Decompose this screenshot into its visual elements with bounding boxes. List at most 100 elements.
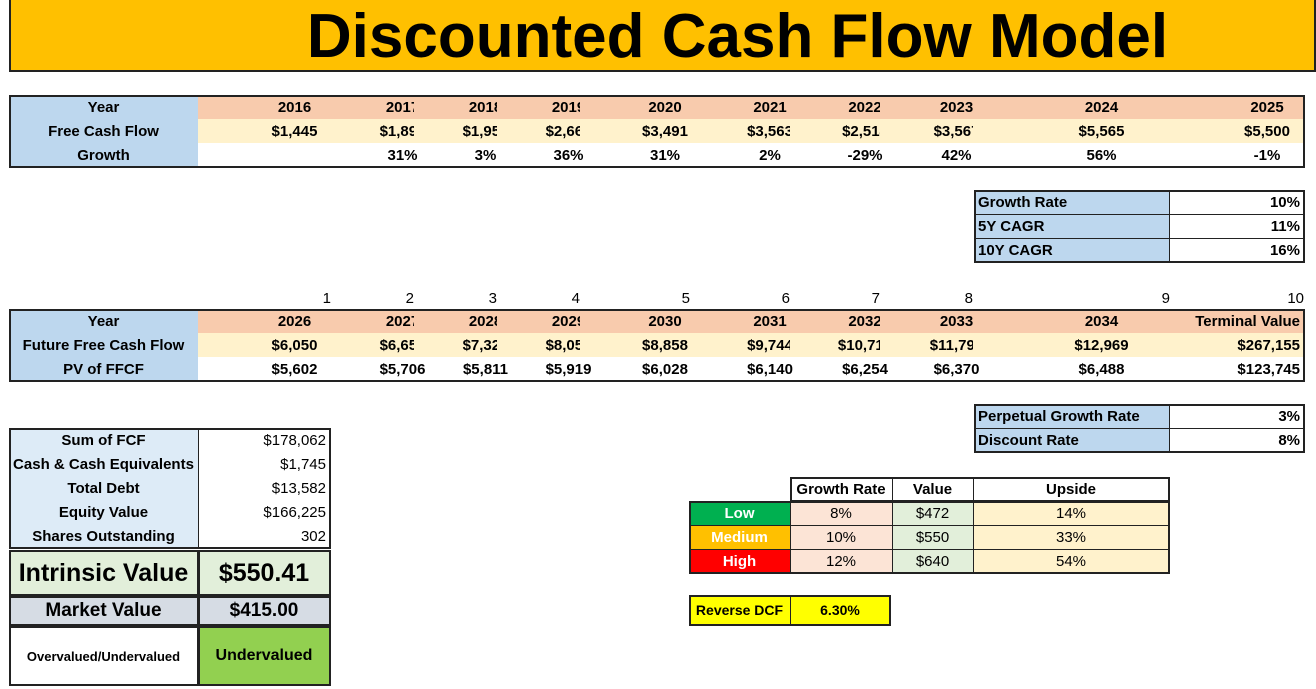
proj-ffcf: $12,969 — [973, 333, 1170, 357]
intrinsic-value: $550.41 — [198, 550, 330, 596]
proj-pv: $5,811 — [462, 360, 509, 378]
period-number: 8 — [964, 289, 973, 307]
hist-fcf: $3,567 — [880, 119, 979, 143]
scenario-col-divider — [973, 501, 974, 573]
hist-year: 2018 — [414, 95, 502, 119]
page-title: Discounted Cash Flow Model — [306, 1, 1169, 71]
proj-ffcf: $9,744 — [690, 333, 793, 357]
period-number: 6 — [781, 289, 790, 307]
proj-border — [9, 309, 1305, 382]
proj-row-label: Future Free Cash Flow — [9, 333, 198, 357]
proj-year: 2032 — [790, 309, 882, 333]
proj-ffcf: $8,858 — [580, 333, 690, 357]
reverse-dcf-value: 6.30% — [790, 595, 890, 625]
rate-value: 16% — [1269, 241, 1300, 259]
summary-value: $13,582 — [271, 479, 326, 497]
scenario-row-divider — [689, 549, 1169, 550]
hist-year: 2025 — [1170, 95, 1304, 119]
hist-year: 2021 — [690, 95, 790, 119]
discount-label: Discount Rate — [974, 428, 1169, 452]
summary-label: Equity Value — [9, 500, 198, 524]
scenario-header-divider — [892, 477, 893, 501]
proj-ffcf: $267,155 — [1170, 333, 1304, 357]
proj-pv: $6,254 — [842, 360, 888, 378]
hist-year: 2022 — [790, 95, 882, 119]
summary-value: $1,745 — [280, 455, 326, 473]
proj-ffcf: $6,050 — [198, 333, 331, 357]
discount-value: 8% — [1278, 431, 1300, 449]
rate-row-divider — [974, 214, 1304, 215]
period-number: 1 — [322, 289, 331, 307]
hist-fcf: $2,661 — [497, 119, 591, 143]
verdict-label-border — [9, 626, 199, 686]
proj-year: 2033 — [880, 309, 973, 333]
hist-year: 2020 — [580, 95, 690, 119]
summary-label: Shares Outstanding — [9, 524, 198, 548]
proj-ffcf: $10,718 — [790, 333, 892, 357]
hist-year: 2019 — [497, 95, 585, 119]
reverse-dcf-divider — [790, 595, 791, 625]
scenario-row-divider — [689, 525, 1169, 526]
intrinsic-value-border — [198, 550, 331, 596]
scenario-header-border — [790, 477, 1170, 502]
scenario-growth: 8% — [790, 501, 892, 525]
scenario-header: Value — [912, 480, 953, 498]
hist-fcf: $1,893 — [331, 119, 425, 143]
proj-pv: $6,028 — [642, 360, 688, 378]
period-number: 10 — [1287, 289, 1304, 307]
discount-label: Perpetual Growth Rate — [974, 404, 1169, 428]
hist-growth: 31% — [387, 146, 418, 164]
proj-year: 2026 — [198, 309, 331, 333]
scenario-upside: 54% — [973, 549, 1169, 573]
hist-fcf: $3,563 — [690, 119, 793, 143]
rate-value: 10% — [1269, 193, 1300, 211]
hist-growth: 56% — [1086, 146, 1117, 164]
hist-growth: 2% — [759, 146, 781, 164]
scenario-growth: 10% — [790, 525, 892, 549]
proj-year: 2031 — [690, 309, 790, 333]
proj-year: Terminal Value — [1170, 309, 1304, 333]
hist-year: 2024 — [973, 95, 1170, 119]
summary-value: 302 — [300, 527, 326, 545]
discount-col-divider — [1169, 404, 1170, 452]
proj-pv: $6,488 — [1078, 360, 1125, 378]
hist-fcf: $1,445 — [198, 119, 331, 143]
scenario-col-divider — [892, 501, 893, 573]
scenario-upside: 14% — [973, 501, 1169, 525]
scenario-name: Medium — [689, 525, 790, 549]
summary-top-border — [9, 428, 331, 549]
verdict-label: Overvalued/Undervalued — [26, 648, 181, 664]
verdict-value: Undervalued — [198, 626, 330, 686]
summary-label: Total Debt — [9, 476, 198, 500]
period-number: 3 — [488, 289, 497, 307]
hist-growth: 42% — [941, 146, 972, 164]
hist-year: 2016 — [198, 95, 331, 119]
market-value-label: Market Value — [9, 596, 198, 626]
proj-year: 2034 — [973, 309, 1170, 333]
hist-fcf: $2,514 — [790, 119, 888, 143]
title-banner — [9, 0, 1316, 72]
hist-fcf: $5,565 — [973, 119, 1170, 143]
hist-growth: 31% — [649, 146, 681, 164]
discount-row-divider — [974, 428, 1304, 429]
proj-pv: $123,745 — [1237, 360, 1300, 378]
scenario-value: $550 — [892, 525, 973, 549]
scenario-upside: 33% — [973, 525, 1169, 549]
period-number: 4 — [571, 289, 580, 307]
scenario-name: Low — [689, 501, 790, 525]
proj-pv: $5,706 — [379, 360, 426, 378]
market-label-border — [9, 596, 199, 626]
scenario-col-divider — [790, 501, 791, 573]
period-number: 7 — [871, 289, 880, 307]
hist-growth: 36% — [553, 146, 584, 164]
scenario-value: $640 — [892, 549, 973, 573]
proj-year: 2030 — [580, 309, 690, 333]
proj-ffcf: $11,790 — [880, 333, 983, 357]
proj-ffcf: $6,655 — [331, 333, 425, 357]
rate-label: 10Y CAGR — [974, 238, 1169, 262]
period-number: 9 — [1161, 289, 1170, 307]
proj-year: 2029 — [497, 309, 585, 333]
scenario-header-divider — [973, 477, 974, 501]
proj-ffcf: $7,321 — [414, 333, 508, 357]
rate-row-divider — [974, 238, 1304, 239]
